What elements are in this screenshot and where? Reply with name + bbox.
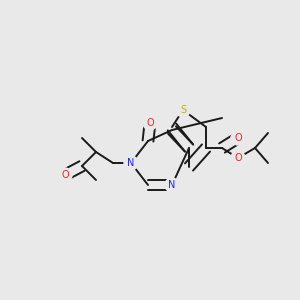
Text: N: N	[127, 158, 135, 168]
Circle shape	[124, 156, 138, 170]
Circle shape	[143, 116, 157, 130]
Text: O: O	[146, 118, 154, 128]
Text: S: S	[180, 105, 186, 115]
Circle shape	[176, 103, 190, 117]
Circle shape	[58, 168, 72, 182]
Text: N: N	[168, 180, 176, 190]
Text: O: O	[234, 133, 242, 143]
Text: O: O	[61, 170, 69, 180]
Text: O: O	[234, 153, 242, 163]
Circle shape	[165, 178, 179, 192]
Circle shape	[231, 131, 245, 145]
Circle shape	[231, 151, 245, 165]
